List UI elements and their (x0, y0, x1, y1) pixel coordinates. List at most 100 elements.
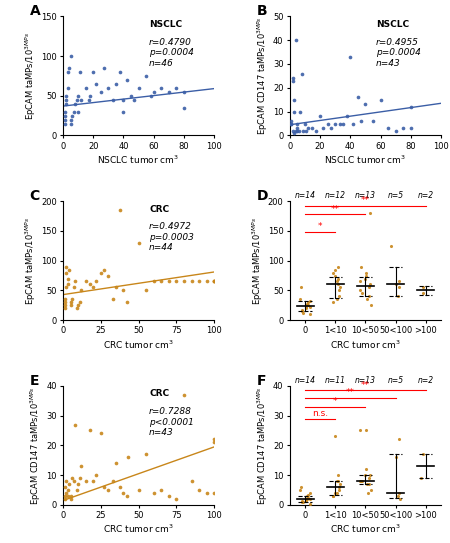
Point (298, 498, 305, 507)
Point (211, 438, 218, 447)
Point (76, 474, 83, 483)
Point (303, 495, 310, 503)
Point (75, 301, 82, 310)
Point (395, 277, 402, 286)
Point (109, 96, 117, 104)
Point (392, 453, 399, 462)
Point (76, 67, 83, 76)
Point (304, 124, 311, 132)
Point (303, 299, 310, 308)
Point (298, 69, 306, 78)
Point (63, 91, 70, 100)
Point (203, 489, 210, 497)
Point (135, 238, 142, 247)
Point (100, 483, 108, 491)
Point (76, 298, 83, 307)
X-axis label: CRC tumor cm$^{3}$: CRC tumor cm$^{3}$ (330, 338, 401, 351)
Point (298, 496, 306, 505)
Point (123, 75, 130, 84)
Text: CRC: CRC (149, 205, 169, 213)
Point (75, 480, 82, 489)
Point (302, 304, 310, 313)
Point (82, 477, 89, 485)
Point (362, 271, 369, 280)
Point (302, 119, 309, 128)
Point (75, 91, 82, 100)
Point (63, 96, 70, 104)
Point (63, 477, 70, 485)
Point (173, 495, 180, 503)
Point (304, 301, 311, 310)
Point (97, 268, 104, 277)
Point (61, 483, 68, 491)
Point (180, 390, 188, 399)
Point (68, 111, 76, 120)
Point (93, 277, 100, 286)
Text: **: ** (361, 196, 370, 205)
Point (63, 99, 70, 108)
Point (180, 103, 188, 112)
Point (109, 295, 117, 304)
Point (306, 297, 314, 306)
Point (100, 64, 108, 72)
Point (330, 268, 337, 277)
Text: NSCLC: NSCLC (376, 20, 409, 29)
Point (306, 489, 314, 497)
Text: NSCLC: NSCLC (149, 20, 182, 29)
Point (90, 283, 97, 292)
Point (135, 84, 142, 92)
Point (350, 119, 357, 128)
Point (291, 96, 298, 104)
Point (130, 96, 138, 104)
Point (61, 298, 68, 307)
Point (362, 274, 369, 283)
Point (124, 453, 131, 462)
Point (365, 480, 372, 489)
Point (188, 477, 195, 485)
Point (364, 489, 372, 497)
Point (72, 420, 79, 429)
Point (165, 87, 172, 96)
Point (63, 283, 70, 292)
Point (61, 304, 68, 313)
Point (93, 79, 100, 88)
Text: n=13: n=13 (355, 376, 376, 384)
Point (366, 209, 373, 217)
Point (127, 91, 135, 100)
Point (112, 459, 120, 468)
Text: r=0.7288
p<0.0001
n=43: r=0.7288 p<0.0001 n=43 (149, 407, 194, 437)
Point (120, 489, 127, 497)
Point (392, 280, 399, 289)
Point (90, 477, 97, 485)
Point (327, 124, 334, 132)
Point (70, 283, 77, 292)
Point (358, 289, 365, 298)
Text: **: ** (361, 381, 370, 390)
Point (396, 283, 403, 292)
Point (93, 471, 100, 479)
Point (396, 489, 403, 497)
Point (61, 495, 68, 503)
Point (158, 277, 165, 286)
Point (195, 486, 203, 495)
Point (75, 108, 82, 116)
Point (120, 108, 127, 116)
Point (64, 274, 71, 283)
Point (65, 265, 72, 274)
Point (291, 129, 298, 137)
Point (339, 119, 346, 128)
Point (367, 486, 374, 495)
Point (67, 301, 74, 310)
Point (63, 489, 70, 497)
Point (296, 486, 303, 495)
Point (77, 462, 85, 471)
Point (165, 492, 172, 501)
Point (67, 495, 74, 503)
X-axis label: CRC tumor cm$^{3}$: CRC tumor cm$^{3}$ (330, 523, 401, 535)
Point (362, 471, 369, 479)
Point (289, 74, 297, 83)
X-axis label: CRC tumor cm$^{3}$: CRC tumor cm$^{3}$ (103, 338, 174, 351)
Point (419, 283, 427, 292)
Point (304, 493, 311, 502)
Text: **: ** (346, 388, 355, 397)
